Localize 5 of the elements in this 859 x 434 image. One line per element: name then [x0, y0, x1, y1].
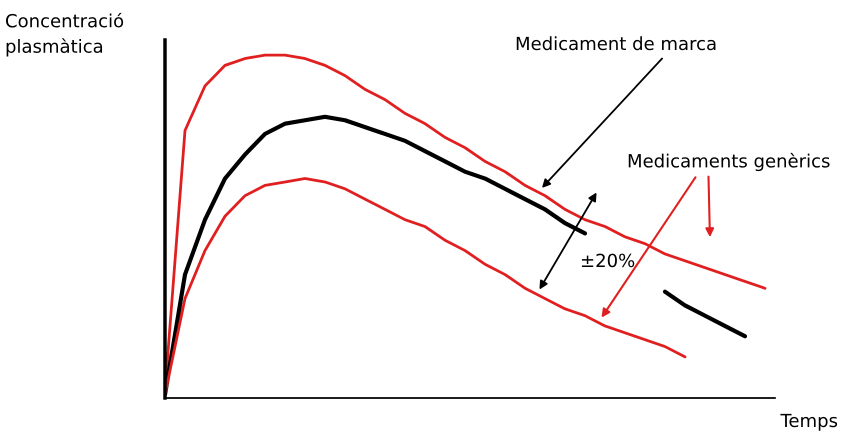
x-axis-title: Temps — [780, 414, 838, 431]
annotation: Medicaments genèrics — [628, 152, 830, 172]
y-axis-title: Concentració plasmàtica — [6, 12, 124, 56]
text: Medicament de marca — [516, 36, 716, 50]
annotation: ±20% — [582, 254, 634, 268]
